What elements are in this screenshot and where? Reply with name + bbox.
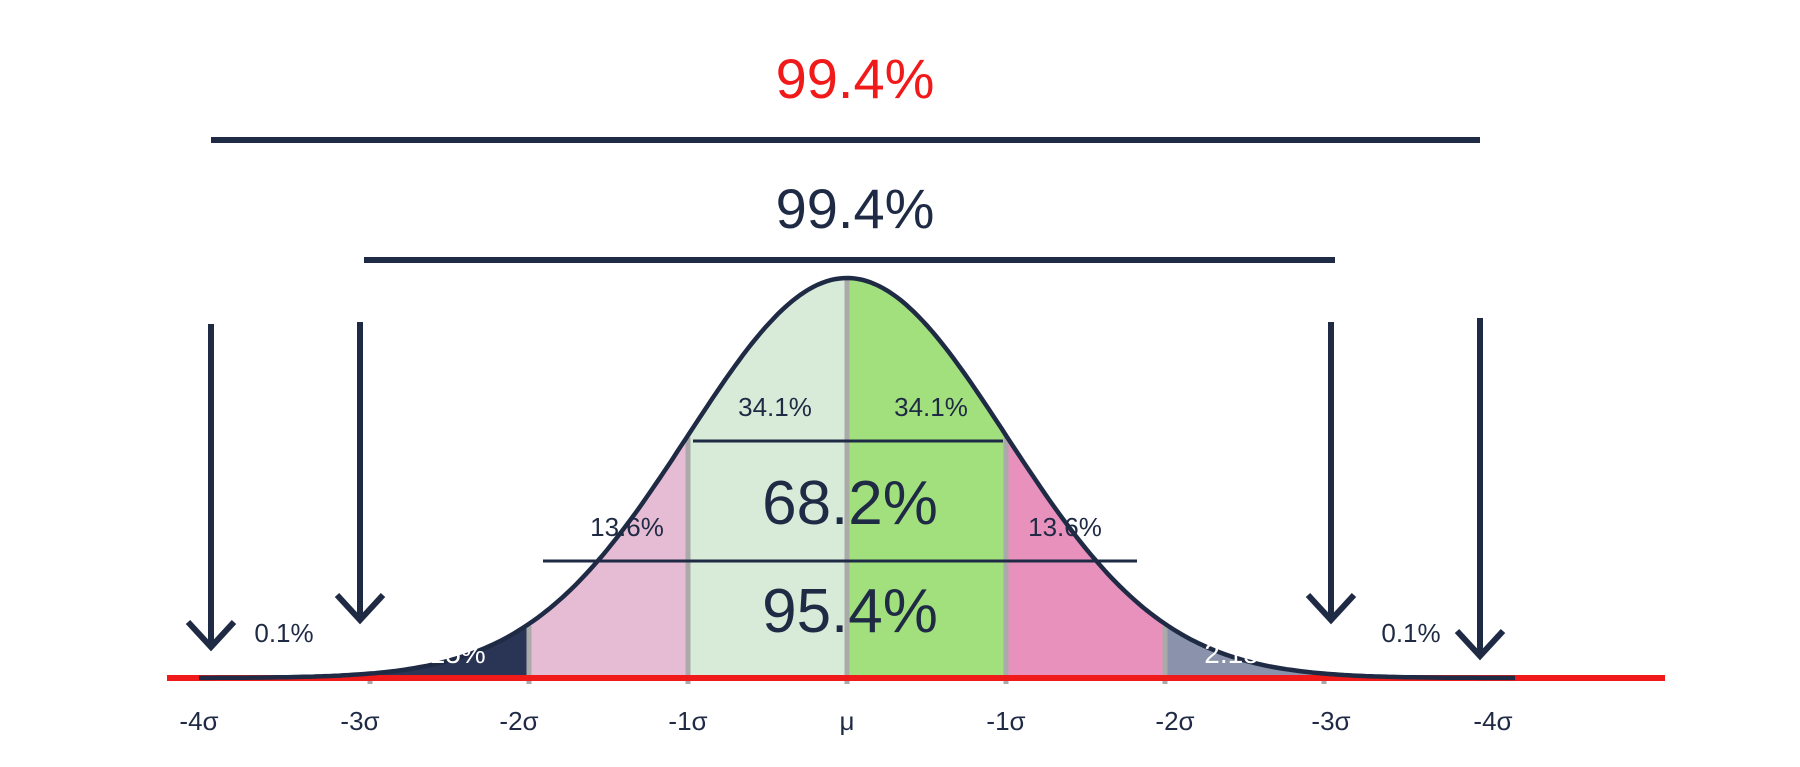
right-inner-arrow (1305, 322, 1357, 625)
axis-tick-label: -1σ (986, 706, 1025, 736)
left-band-label: 13.6% (590, 512, 664, 542)
axis-tick-label: -3σ (1311, 706, 1350, 736)
axis-tick-label: -4σ (1473, 706, 1512, 736)
axis-tick-label: -2σ (499, 706, 538, 736)
left-inner-arrow (334, 322, 386, 625)
axis-ticks: -4σ -3σ -2σ -1σ μ -1σ -2σ -3σ -4σ (179, 706, 1512, 736)
right-band-label: 13.6% (1028, 512, 1102, 542)
axis-tick-label: -4σ (179, 706, 218, 736)
axis-tick-label: -3σ (340, 706, 379, 736)
bell-curve (199, 275, 1515, 681)
left-tail-label: 2.15% (406, 638, 485, 669)
center-lower-label: 95.4% (762, 577, 938, 646)
left-outer-arrow (185, 324, 237, 652)
inner-span-label: 99.4% (776, 177, 935, 240)
right-tail-label: 2.15% (1204, 638, 1283, 669)
axis-tick-label: μ (840, 706, 855, 736)
right-outer-arrow (1454, 318, 1506, 661)
outer-span-label: 99.4% (776, 47, 935, 110)
center-upper-right-label: 34.1% (894, 392, 968, 422)
left-extreme-label: 0.1% (254, 618, 313, 648)
center-mid-label: 68.2% (762, 469, 938, 538)
left-tail-region (370, 623, 529, 678)
axis-tick-label: -2σ (1155, 706, 1194, 736)
center-upper-left-label: 34.1% (738, 392, 812, 422)
axis-tick-label: -1σ (668, 706, 707, 736)
right-extreme-label: 0.1% (1381, 618, 1440, 648)
